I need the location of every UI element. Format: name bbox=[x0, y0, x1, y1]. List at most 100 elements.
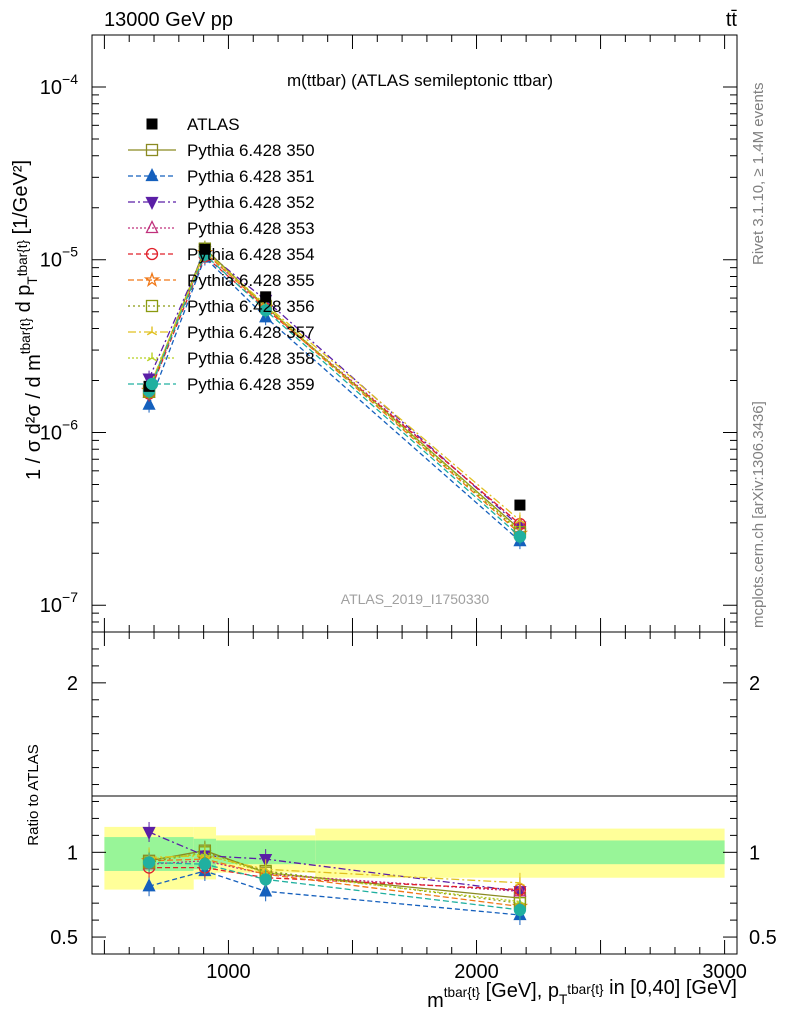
y-tick-label: 10−7 bbox=[40, 589, 78, 617]
ratio-y-tick-label: 1 bbox=[67, 842, 78, 864]
y-tick-label-exponent: −7 bbox=[62, 589, 78, 605]
ratio-y-tick-label-right: 1 bbox=[749, 842, 760, 864]
y-tick-label-base: 10 bbox=[40, 422, 62, 444]
series-marker bbox=[259, 304, 272, 317]
header-left: 13000 GeV pp bbox=[104, 9, 233, 31]
legend-marker bbox=[145, 247, 159, 261]
main-y-tick-labels: 10−710−610−510−4 bbox=[40, 71, 78, 617]
ratio-axis-ticks bbox=[92, 632, 737, 954]
main-title: m(ttbar) (ATLAS semileptonic ttbar) bbox=[287, 71, 553, 90]
legend-label: Pythia 6.428 355 bbox=[187, 271, 315, 290]
ratio-y-tick-label: 0.5 bbox=[50, 927, 78, 949]
y-tick-label-exponent: −6 bbox=[62, 416, 78, 432]
watermark: ATLAS_2019_I1750330 bbox=[341, 591, 490, 607]
legend-marker bbox=[145, 377, 159, 391]
main-y-axis-label: 1 / σ d²σ / d mtbar{t} d pTtbar{t} [1/Ge… bbox=[10, 160, 45, 480]
legend: ATLAS Pythia 6.428 350 Pythia 6.428 351 Pyt… bbox=[128, 115, 315, 394]
x-tick-label: 3000 bbox=[702, 961, 747, 983]
ratio-line bbox=[148, 853, 521, 903]
series-marker-arm bbox=[519, 519, 526, 524]
legend-label: Pythia 6.428 359 bbox=[187, 375, 315, 394]
legend-marker-atlas bbox=[146, 118, 158, 130]
series-line bbox=[148, 253, 521, 537]
series-marker bbox=[513, 530, 527, 543]
ratio-marker-arm bbox=[514, 900, 521, 905]
ratio-marker-arm bbox=[204, 855, 210, 860]
x-axis-label-text-sub: T bbox=[559, 992, 567, 1007]
ratio-marker bbox=[142, 878, 156, 892]
ratio-marker-arm bbox=[204, 853, 210, 858]
ratio-marker bbox=[513, 903, 527, 917]
main-axis-ticks bbox=[92, 34, 737, 633]
legend-label: Pythia 6.428 356 bbox=[187, 297, 315, 316]
ratio-marker bbox=[259, 873, 272, 886]
side-text-rivet: Rivet 3.1.10, ≥ 1.4M events bbox=[750, 83, 767, 266]
ratio-line bbox=[149, 861, 521, 911]
legend-marker-arm bbox=[146, 357, 153, 362]
legend-marker bbox=[145, 220, 159, 234]
y-tick-label: 10−4 bbox=[40, 71, 78, 99]
legend-label: Pythia 6.428 351 bbox=[187, 167, 315, 186]
legend-label: Pythia 6.428 354 bbox=[187, 245, 315, 264]
legend-marker bbox=[145, 196, 159, 210]
x-tick-label: 1000 bbox=[206, 961, 251, 983]
ratio-marker-arm bbox=[199, 855, 206, 860]
legend-marker-arm bbox=[151, 357, 158, 362]
y-tick-label-base: 10 bbox=[40, 595, 62, 617]
ratio-marker-arm bbox=[199, 853, 206, 858]
legend-marker-arm bbox=[146, 331, 153, 336]
x-axis-label-text-sup: tbar{t} bbox=[444, 985, 481, 1000]
y-tick-label-exponent: −4 bbox=[62, 71, 78, 87]
legend-marker bbox=[145, 168, 159, 182]
y-tick-label-base: 10 bbox=[40, 77, 62, 99]
legend-marker-arm bbox=[151, 331, 158, 336]
ratio-y-tick-label: 2 bbox=[67, 673, 78, 695]
x-axis-label-text-part: in [0,40] [GeV] bbox=[604, 977, 737, 999]
x-axis-label-text-sup: tbar{t} bbox=[567, 982, 604, 997]
ratio-line bbox=[148, 870, 520, 916]
ratio-marker bbox=[514, 877, 526, 887]
y-axis-label-text-sup: tbar{t} bbox=[18, 317, 33, 354]
ratio-line bbox=[149, 866, 520, 891]
ratio-line bbox=[148, 831, 521, 892]
x-axis-label: mtbar{t} [GeV], pTtbar{t} in [0,40] [GeV… bbox=[427, 977, 737, 1012]
legend-label-atlas: ATLAS bbox=[187, 115, 240, 134]
side-text-mcplots: mcplots.cern.ch [arXiv:1306.3436] bbox=[750, 401, 767, 628]
ratio-y-tick-label-right: 2 bbox=[749, 673, 760, 695]
ratio-y-axis-label: Ratio to ATLAS bbox=[25, 744, 42, 845]
x-tick-labels: 1000 2000 3000 bbox=[206, 961, 747, 983]
series-line bbox=[148, 255, 521, 525]
ratio-y-tick-label-right: 0.5 bbox=[749, 927, 777, 949]
y-axis-label-text-sup: tbar{t} bbox=[15, 240, 30, 277]
x-axis-label-text-part: m bbox=[427, 990, 444, 1012]
series-line bbox=[148, 256, 521, 542]
ratio-marker-arm bbox=[514, 882, 521, 887]
y-tick-label: 10−5 bbox=[40, 244, 78, 272]
ratio-marker bbox=[198, 858, 212, 871]
y-tick-label-base: 10 bbox=[40, 250, 62, 272]
y-axis-label-text-part: d p bbox=[13, 285, 35, 318]
ratio-marker-arm bbox=[260, 868, 267, 873]
legend-marker bbox=[146, 326, 158, 336]
series-marker bbox=[142, 396, 156, 410]
ratio-frame bbox=[91, 631, 738, 955]
x-axis-label-text-part: [GeV], p bbox=[480, 980, 559, 1002]
legend-label: Pythia 6.428 352 bbox=[187, 193, 315, 212]
ratio-series-group bbox=[140, 821, 529, 926]
atlas-data-marker bbox=[199, 243, 211, 255]
ratio-line bbox=[149, 858, 521, 908]
ratio-y-tick-labels: 0.5 0.5 1 1 2 2 bbox=[50, 673, 777, 949]
ratio-marker-arm bbox=[265, 868, 271, 873]
main-plot-panel: ATLAS_2019_I1750330 m(ttbar) (ATLAS semi… bbox=[10, 34, 738, 633]
series-marker bbox=[514, 514, 526, 524]
green-band bbox=[315, 840, 725, 865]
y-axis-label-text-part: [1/GeV²] bbox=[10, 160, 32, 240]
legend-marker bbox=[143, 271, 161, 287]
y-tick-label: 10−6 bbox=[40, 416, 78, 444]
y-axis-label-text-part: 1 / σ d²σ / d m bbox=[23, 354, 45, 480]
legend-label: Pythia 6.428 350 bbox=[187, 141, 315, 160]
x-tick-label: 2000 bbox=[454, 961, 499, 983]
header-right: tt̄ bbox=[726, 9, 738, 31]
ratio-line bbox=[148, 849, 520, 899]
